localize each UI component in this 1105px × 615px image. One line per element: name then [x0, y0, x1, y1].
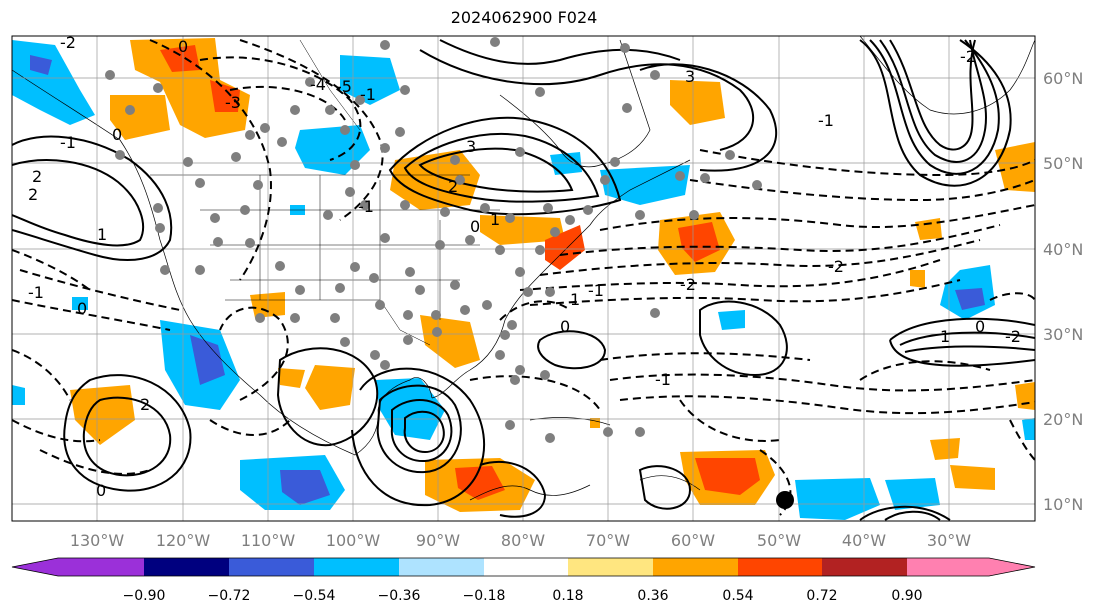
storm-center-marker — [776, 491, 794, 509]
station-markers — [105, 37, 762, 443]
colorbar-segment — [907, 558, 989, 576]
longitude-label: 50°W — [757, 531, 801, 550]
latitude-label: 30°N — [1043, 325, 1083, 344]
longitude-label: 110°W — [241, 531, 296, 550]
contour-label: 1 — [940, 327, 950, 346]
longitude-label: 120°W — [156, 531, 211, 550]
colorbar: −0.90 −0.72 −0.54 −0.36 −0.18 0.18 0.36 … — [11, 557, 1036, 604]
colorbar-segment — [399, 558, 484, 576]
contour-label: 2 — [448, 177, 458, 196]
contour-label: 0 — [470, 217, 480, 236]
contour-label: -4 — [310, 75, 326, 94]
contour-labels: -2 0 -3 -4 -5 -1 -1 3 3 2 1 0 -2 -1 0 -1… — [28, 33, 1021, 500]
colorbar-segment — [822, 558, 907, 576]
longitude-label: 80°W — [501, 531, 545, 550]
contour-label: -1 — [818, 111, 834, 130]
longitude-label: 60°W — [671, 531, 715, 550]
contour-label: 1 — [97, 225, 107, 244]
latitude-label: 10°N — [1043, 495, 1083, 514]
contour-label: -2 — [960, 47, 976, 66]
colorbar-tick-label: −0.90 — [123, 588, 166, 604]
contour-label: 0 — [77, 299, 87, 318]
contour-label: -5 — [336, 77, 352, 96]
latitude-label: 40°N — [1043, 240, 1083, 259]
contour-label: 0 — [178, 37, 188, 56]
latitude-label: 20°N — [1043, 410, 1083, 429]
longitude-label: 130°W — [70, 531, 125, 550]
solid-contours — [12, 39, 1035, 521]
colorbar-segment — [144, 558, 229, 576]
latitude-axis: 60°N 50°N 40°N 30°N 20°N 10°N — [1043, 69, 1083, 514]
colorbar-segment — [314, 558, 399, 576]
colorbar-tick-label: −0.72 — [208, 588, 251, 604]
contour-label: -1 — [60, 133, 76, 152]
positive-anomaly-shading — [70, 38, 1035, 512]
longitude-label: 90°W — [416, 531, 460, 550]
contour-label: -3 — [225, 93, 241, 112]
contour-label: -2 — [828, 257, 844, 276]
colorbar-segment — [568, 558, 653, 576]
colorbar-tick-label: 0.18 — [552, 588, 583, 604]
colorbar-segment — [229, 558, 314, 576]
contour-label: 0 — [96, 481, 106, 500]
contour-label: 3 — [685, 67, 695, 86]
contour-label: 2 — [28, 185, 38, 204]
graticule — [12, 36, 1035, 521]
colorbar-tick-label: −0.36 — [378, 588, 421, 604]
latitude-label: 60°N — [1043, 69, 1083, 88]
contour-label: -2 — [680, 275, 696, 294]
contour-label: -2 — [60, 33, 76, 52]
map-title: 2024062900 F024 — [450, 8, 598, 27]
contour-label: 0 — [560, 317, 570, 336]
colorbar-outline — [11, 557, 1036, 577]
contour-label: -1 — [588, 281, 604, 300]
negative-anomaly-shading — [12, 40, 1035, 520]
contour-label: 3 — [466, 137, 476, 156]
colorbar-tick-label: 0.72 — [806, 588, 837, 604]
colorbar-tick-label: −0.54 — [293, 588, 336, 604]
longitude-label: 70°W — [586, 531, 630, 550]
longitude-label: 100°W — [326, 531, 381, 550]
contour-label: 0 — [112, 125, 122, 144]
colorbar-under-arrow — [12, 558, 58, 576]
colorbar-tick-label: 0.54 — [722, 588, 753, 604]
colorbar-segment — [484, 558, 568, 576]
contour-label: 1 — [570, 290, 580, 309]
contour-label: 1 — [490, 210, 500, 229]
latitude-label: 50°N — [1043, 154, 1083, 173]
colorbar-tick-label: 0.36 — [637, 588, 668, 604]
map-layer: -2 0 -3 -4 -5 -1 -1 3 3 2 1 0 -2 -1 0 -1… — [12, 33, 1035, 521]
longitude-axis: 130°W 120°W 110°W 100°W 90°W 80°W 70°W 6… — [70, 531, 971, 550]
longitude-label: 30°W — [927, 531, 971, 550]
colorbar-segment — [738, 558, 822, 576]
contour-label: 0 — [975, 317, 985, 336]
colorbar-segment — [58, 558, 144, 576]
contour-label: -2 — [1005, 327, 1021, 346]
contour-label: -1 — [655, 370, 671, 389]
dashed-contours — [12, 39, 1035, 516]
contour-label: 2 — [32, 167, 42, 186]
map-frame — [11, 35, 1036, 522]
contour-label: 2 — [140, 395, 150, 414]
colorbar-tick-label: 0.90 — [891, 588, 922, 604]
colorbar-segment — [653, 558, 738, 576]
longitude-label: 40°W — [842, 531, 886, 550]
colorbar-over-arrow — [989, 558, 1035, 576]
contour-label: -1 — [360, 85, 376, 104]
contour-label: -1 — [28, 283, 44, 302]
contour-label: -1 — [358, 197, 374, 216]
colorbar-tick-label: −0.18 — [463, 588, 506, 604]
